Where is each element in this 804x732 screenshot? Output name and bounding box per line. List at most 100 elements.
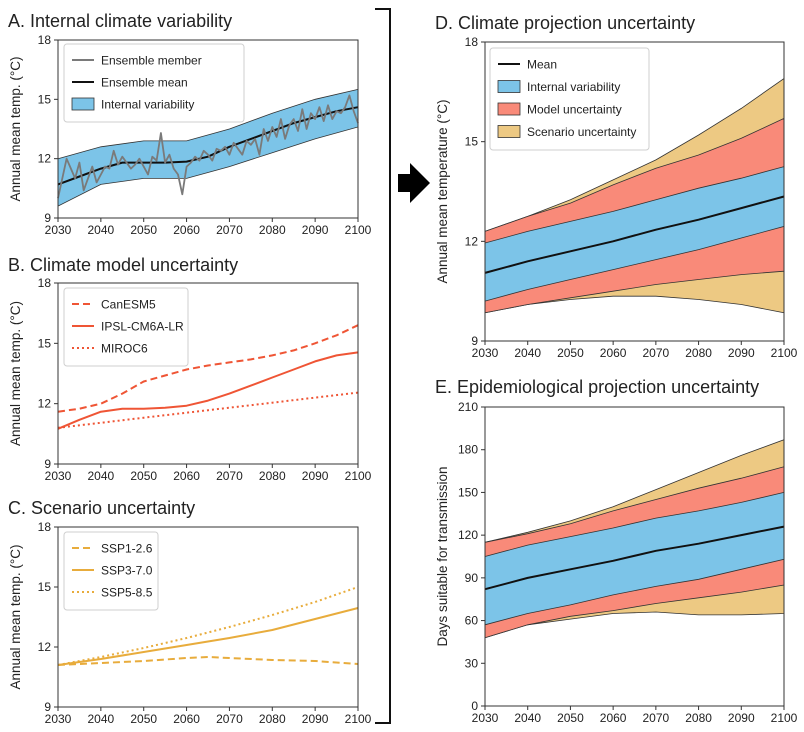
x-tick-label: 2060 [600,711,627,725]
y-tick-label: 18 [38,276,52,290]
panel-c-scenario-uncertainty-chart: C. Scenario uncertainty Annual mean temp.… [8,498,372,726]
x-tick-label: 2080 [259,469,286,483]
series-line-ensemble-mean [57,106,359,186]
panel-e-epidemiological-uncertainty-chart: E. Epidemiological projection uncertaint… [435,377,798,725]
panel-b-model-uncertainty-chart: B. Climate model uncertainty Annual mean … [8,255,372,483]
series-line-canesm5 [57,324,359,413]
y-axis-label: Days suitable for transmission [435,466,450,646]
x-tick-label: 2090 [302,712,329,726]
legend-label: Model uncertainty [527,103,622,117]
x-tick-label: 2100 [345,223,372,237]
plot-frame [57,526,359,708]
y-tick-label: 9 [44,457,51,471]
series-line-miroc6 [57,391,359,429]
x-tick-label: 2080 [259,712,286,726]
y-axis-label: Annual mean temperature (°C) [435,100,450,284]
x-tick-label: 2080 [685,711,712,725]
y-tick-label: 180 [458,443,478,457]
x-tick-label: 2060 [173,469,200,483]
legend-label: Internal variability [527,80,620,94]
y-tick-label: 150 [458,485,478,499]
plot-frame [57,282,359,465]
y-tick-label: 9 [44,700,51,714]
panel-a-climate-variability-chart: A. Internal climate variability Annual me… [8,11,372,237]
legend-label: Ensemble member [101,54,202,68]
x-tick-label: 2030 [45,223,72,237]
y-tick-label: 12 [465,234,479,248]
x-tick-label: 2040 [88,712,115,726]
legend-label: CanESM5 [101,298,156,312]
panel-title: A. Internal climate variability [8,11,232,31]
legend-label: SSP1-2.6 [101,542,153,556]
panel-title: E. Epidemiological projection uncertaint… [435,377,759,397]
legend-box [489,47,650,151]
plot-frame [484,406,785,707]
right-arrow-icon [398,163,430,203]
y-tick-label: 9 [44,211,51,225]
panel-title: D. Climate projection uncertainty [435,13,695,33]
y-tick-label: 0 [471,699,478,713]
y-tick-label: 15 [38,580,52,594]
y-tick-label: 9 [471,334,478,348]
x-tick-label: 2060 [600,346,627,360]
legend-label: MIROC6 [101,342,148,356]
legend-patch-swatch [497,125,521,138]
x-tick-label: 2040 [514,711,541,725]
legend-box [63,531,159,611]
legend-label: Scenario uncertainty [527,125,636,139]
x-tick-label: 2050 [130,712,157,726]
y-axis-label: Annual mean temp. (°C) [8,301,23,446]
panel-d-projection-uncertainty-chart: D. Climate projection uncertainty Annual … [435,13,798,360]
x-tick-label: 2050 [130,223,157,237]
x-tick-label: 2080 [259,223,286,237]
x-tick-label: 2030 [45,712,72,726]
x-tick-label: 2090 [302,469,329,483]
x-tick-label: 2070 [216,223,243,237]
x-tick-label: 2060 [173,712,200,726]
series-line-ssp5-8-5 [57,586,359,666]
x-tick-label: 2050 [557,711,584,725]
y-tick-label: 120 [458,528,478,542]
y-tick-label: 15 [38,92,52,106]
y-tick-label: 18 [38,520,52,534]
y-tick-label: 210 [458,400,478,414]
y-tick-label: 12 [38,152,52,166]
x-tick-label: 2090 [302,223,329,237]
y-tick-label: 90 [465,571,479,585]
x-tick-label: 2070 [643,346,670,360]
x-tick-label: 2050 [130,469,157,483]
legend-label: SSP5-8.5 [101,586,153,600]
x-tick-label: 2030 [472,346,499,360]
x-tick-label: 2090 [728,346,755,360]
x-tick-label: 2070 [216,469,243,483]
plot-frame [57,39,359,219]
panel-title: B. Climate model uncertainty [8,255,238,275]
x-tick-label: 2060 [173,223,200,237]
x-tick-label: 2040 [514,346,541,360]
y-tick-label: 12 [38,640,52,654]
series-line-ssp3-7-0 [57,607,359,666]
x-tick-label: 2100 [345,712,372,726]
x-tick-label: 2040 [88,469,115,483]
series-line-mean [484,525,785,591]
legend-patch-swatch [497,80,521,93]
legend-label: SSP3-7.0 [101,564,153,578]
legend-label: Mean [527,58,557,72]
x-tick-label: 2090 [728,711,755,725]
y-tick-label: 15 [38,336,52,350]
x-tick-label: 2070 [643,711,670,725]
legend-patch-swatch [497,102,521,116]
y-tick-label: 18 [38,33,52,47]
x-tick-label: 2050 [557,346,584,360]
y-axis-label: Annual mean temp. (°C) [8,57,23,202]
y-tick-label: 60 [465,614,479,628]
x-tick-label: 2040 [88,223,115,237]
y-tick-label: 12 [38,397,52,411]
series-line-ensemble-member [57,94,359,199]
legend-box [63,287,189,367]
legend-label: IPSL-CM6A-LR [101,320,184,334]
x-tick-label: 2100 [771,346,798,360]
y-tick-label: 30 [465,656,479,670]
series-line-ipsl-cm6a-lr [57,351,359,430]
